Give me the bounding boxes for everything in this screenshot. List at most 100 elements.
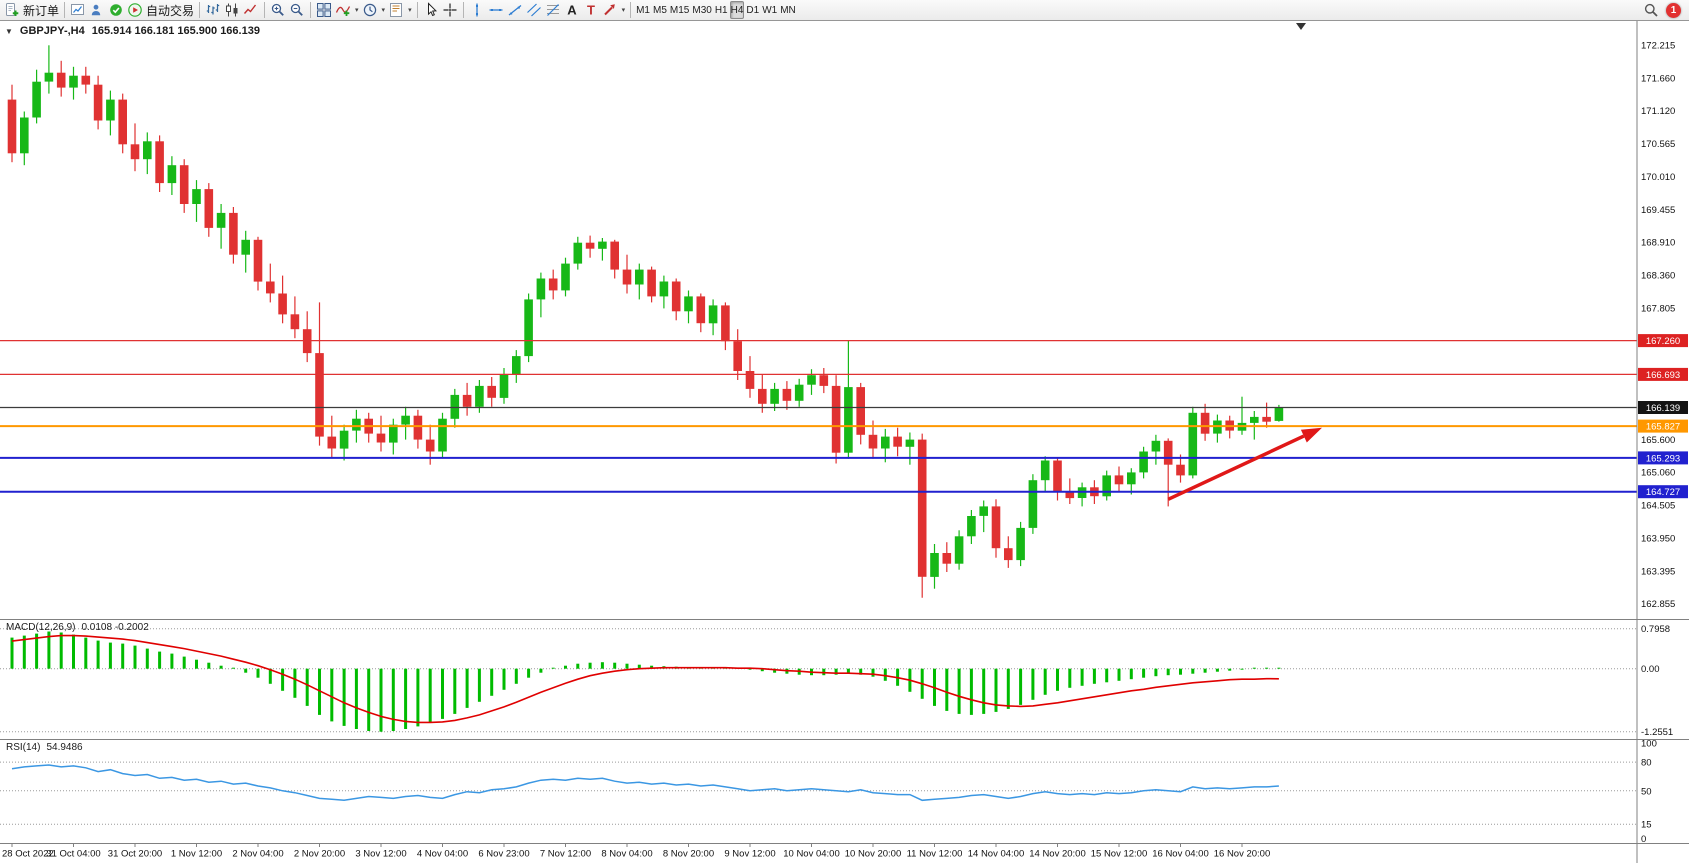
svg-text:15: 15 [1641, 820, 1652, 831]
tile-icon [317, 3, 332, 17]
dropdown-arrow-icon[interactable]: ▾ [381, 7, 386, 14]
timeframe-m15-button[interactable]: M15 [669, 1, 690, 19]
svg-text:31 Oct 20:00: 31 Oct 20:00 [108, 849, 162, 860]
bar-chart-button[interactable] [204, 1, 222, 19]
timeframe-mn-button[interactable]: MN [779, 1, 797, 19]
profiles-icon [91, 4, 101, 16]
svg-text:0.00: 0.00 [1641, 664, 1660, 675]
svg-text:50: 50 [1641, 786, 1652, 797]
indicators-icon [335, 6, 351, 16]
toolbar-separator [462, 2, 464, 18]
svg-text:165.600: 165.600 [1641, 435, 1675, 446]
one-click-trading-toggle[interactable]: ▼ [5, 26, 13, 36]
timeframe-d1-button[interactable]: D1 [745, 1, 760, 19]
tile-windows-button[interactable] [315, 1, 333, 19]
search-button[interactable] [1642, 1, 1660, 19]
timeframe-w1-button[interactable]: W1 [761, 1, 778, 19]
timeframe-h4-button[interactable]: H4 [729, 1, 745, 19]
svg-text:28 Oct 2022: 28 Oct 2022 [2, 849, 54, 860]
svg-text:166.139: 166.139 [1646, 403, 1680, 414]
rsi-grid [0, 761, 1637, 825]
notification-badge[interactable]: 1 [1666, 2, 1681, 18]
svg-text:168.910: 168.910 [1641, 238, 1675, 249]
timeframe-m1-button-label: M1 [636, 4, 650, 16]
new-chart-button[interactable] [69, 1, 87, 19]
toolbar: 新订单 自动交易 ▾ ▾ ▾ A T ▾ M1 M5 M15 M30 H1 H4 D1 W1 MN 1 [0, 0, 1689, 21]
svg-text:9 Nov 12:00: 9 Nov 12:00 [724, 849, 775, 860]
crosshair-icon [443, 3, 457, 17]
macd-signal-line [11, 634, 1279, 724]
svg-text:14 Nov 20:00: 14 Nov 20:00 [1029, 849, 1086, 860]
profiles-button[interactable] [88, 1, 106, 19]
svg-text:165.293: 165.293 [1646, 453, 1680, 464]
timeframe-h1-button-label: H1 [714, 4, 728, 16]
new-order-button-label: 新订单 [23, 3, 60, 18]
macd-indicator-label: MACD(12,26,9) 0.0108 -0.2002 [6, 622, 149, 633]
magnifier-icon [1644, 3, 1658, 17]
cursor-button[interactable] [422, 1, 440, 19]
timeframe-m5-button[interactable]: M5 [652, 1, 668, 19]
dropdown-arrow-icon[interactable]: ▾ [408, 7, 412, 14]
text-label-button[interactable]: T [582, 1, 600, 19]
auto-trading-button[interactable]: 自动交易 [126, 1, 195, 19]
rsi-value: 54.9486 [46, 742, 83, 753]
indicators-button[interactable]: ▾ [334, 1, 360, 19]
svg-text:0.7958: 0.7958 [1641, 624, 1670, 635]
svg-text:164.727: 164.727 [1646, 487, 1680, 498]
alerts-icon [110, 4, 122, 16]
svg-text:8 Nov 04:00: 8 Nov 04:00 [601, 849, 652, 860]
svg-text:163.950: 163.950 [1641, 534, 1675, 545]
alerts-button[interactable] [107, 1, 125, 19]
timeframe-m30-button[interactable]: M30 [691, 1, 712, 19]
trend-arrow[interactable] [1167, 427, 1322, 501]
line-chart-button[interactable] [242, 1, 260, 19]
dropdown-arrow-icon[interactable]: ▾ [355, 7, 359, 14]
zoom-in-button[interactable] [269, 1, 287, 19]
line-chart-icon [244, 4, 257, 14]
timeframe-h4-button-label: H4 [730, 4, 744, 16]
symbol-period-label: GBPJPY-,H4 [19, 25, 85, 37]
new-order-button[interactable]: 新订单 [3, 1, 60, 19]
dropdown-arrow-icon[interactable]: ▾ [621, 7, 626, 14]
template-icon [390, 3, 403, 17]
toolbar-separator [310, 2, 312, 18]
periods-button[interactable]: ▾ [361, 1, 387, 19]
vline-icon [475, 3, 478, 17]
fibonacci-button[interactable] [544, 1, 562, 19]
timeframe-mn-button-label: MN [780, 4, 796, 16]
svg-text:16 Nov 20:00: 16 Nov 20:00 [1214, 849, 1271, 860]
zoom-in-icon [271, 3, 284, 16]
rsi-name: RSI(14) [6, 742, 41, 753]
cursor-icon [427, 2, 437, 17]
arrows-button[interactable]: ▾ [601, 1, 627, 19]
toolbar-separator [64, 2, 66, 18]
zoom-out-button[interactable] [288, 1, 306, 19]
horizontal-line-button[interactable] [487, 1, 505, 19]
svg-text:6 Nov 23:00: 6 Nov 23:00 [478, 849, 529, 860]
macd-histogram [10, 631, 1281, 732]
svg-text:11 Nov 12:00: 11 Nov 12:00 [907, 849, 963, 860]
chart-shift-marker[interactable] [1296, 23, 1306, 30]
price-chart[interactable]: 172.215 171.660 171.120 170.565 170.010 169.4… [0, 21, 1689, 863]
candlestick-chart-button[interactable] [223, 1, 241, 19]
svg-text:3 Nov 12:00: 3 Nov 12:00 [355, 849, 406, 860]
vertical-line-button[interactable] [468, 1, 486, 19]
candlesticks [7, 45, 1284, 598]
svg-text:2 Nov 20:00: 2 Nov 20:00 [294, 849, 345, 860]
trendline-button[interactable] [506, 1, 524, 19]
equidistant-channel-button[interactable] [525, 1, 543, 19]
timeframe-m1-button[interactable]: M1 [635, 1, 651, 19]
svg-text:163.395: 163.395 [1641, 567, 1675, 578]
chart-area[interactable]: 172.215 171.660 171.120 170.565 170.010 169.4… [0, 21, 1689, 863]
svg-text:4 Nov 04:00: 4 Nov 04:00 [417, 849, 468, 860]
templates-button[interactable]: ▾ [387, 1, 413, 19]
crosshair-button[interactable] [441, 1, 459, 19]
timeframe-m15-button-label: M15 [669, 4, 690, 16]
text-button[interactable]: A [563, 1, 581, 19]
timeframe-h1-button[interactable]: H1 [714, 1, 729, 19]
svg-text:80: 80 [1641, 758, 1652, 769]
svg-text:171.660: 171.660 [1641, 74, 1675, 85]
zoom-out-icon [290, 3, 303, 16]
svg-text:172.215: 172.215 [1641, 41, 1675, 52]
svg-text:164.505: 164.505 [1641, 500, 1675, 511]
